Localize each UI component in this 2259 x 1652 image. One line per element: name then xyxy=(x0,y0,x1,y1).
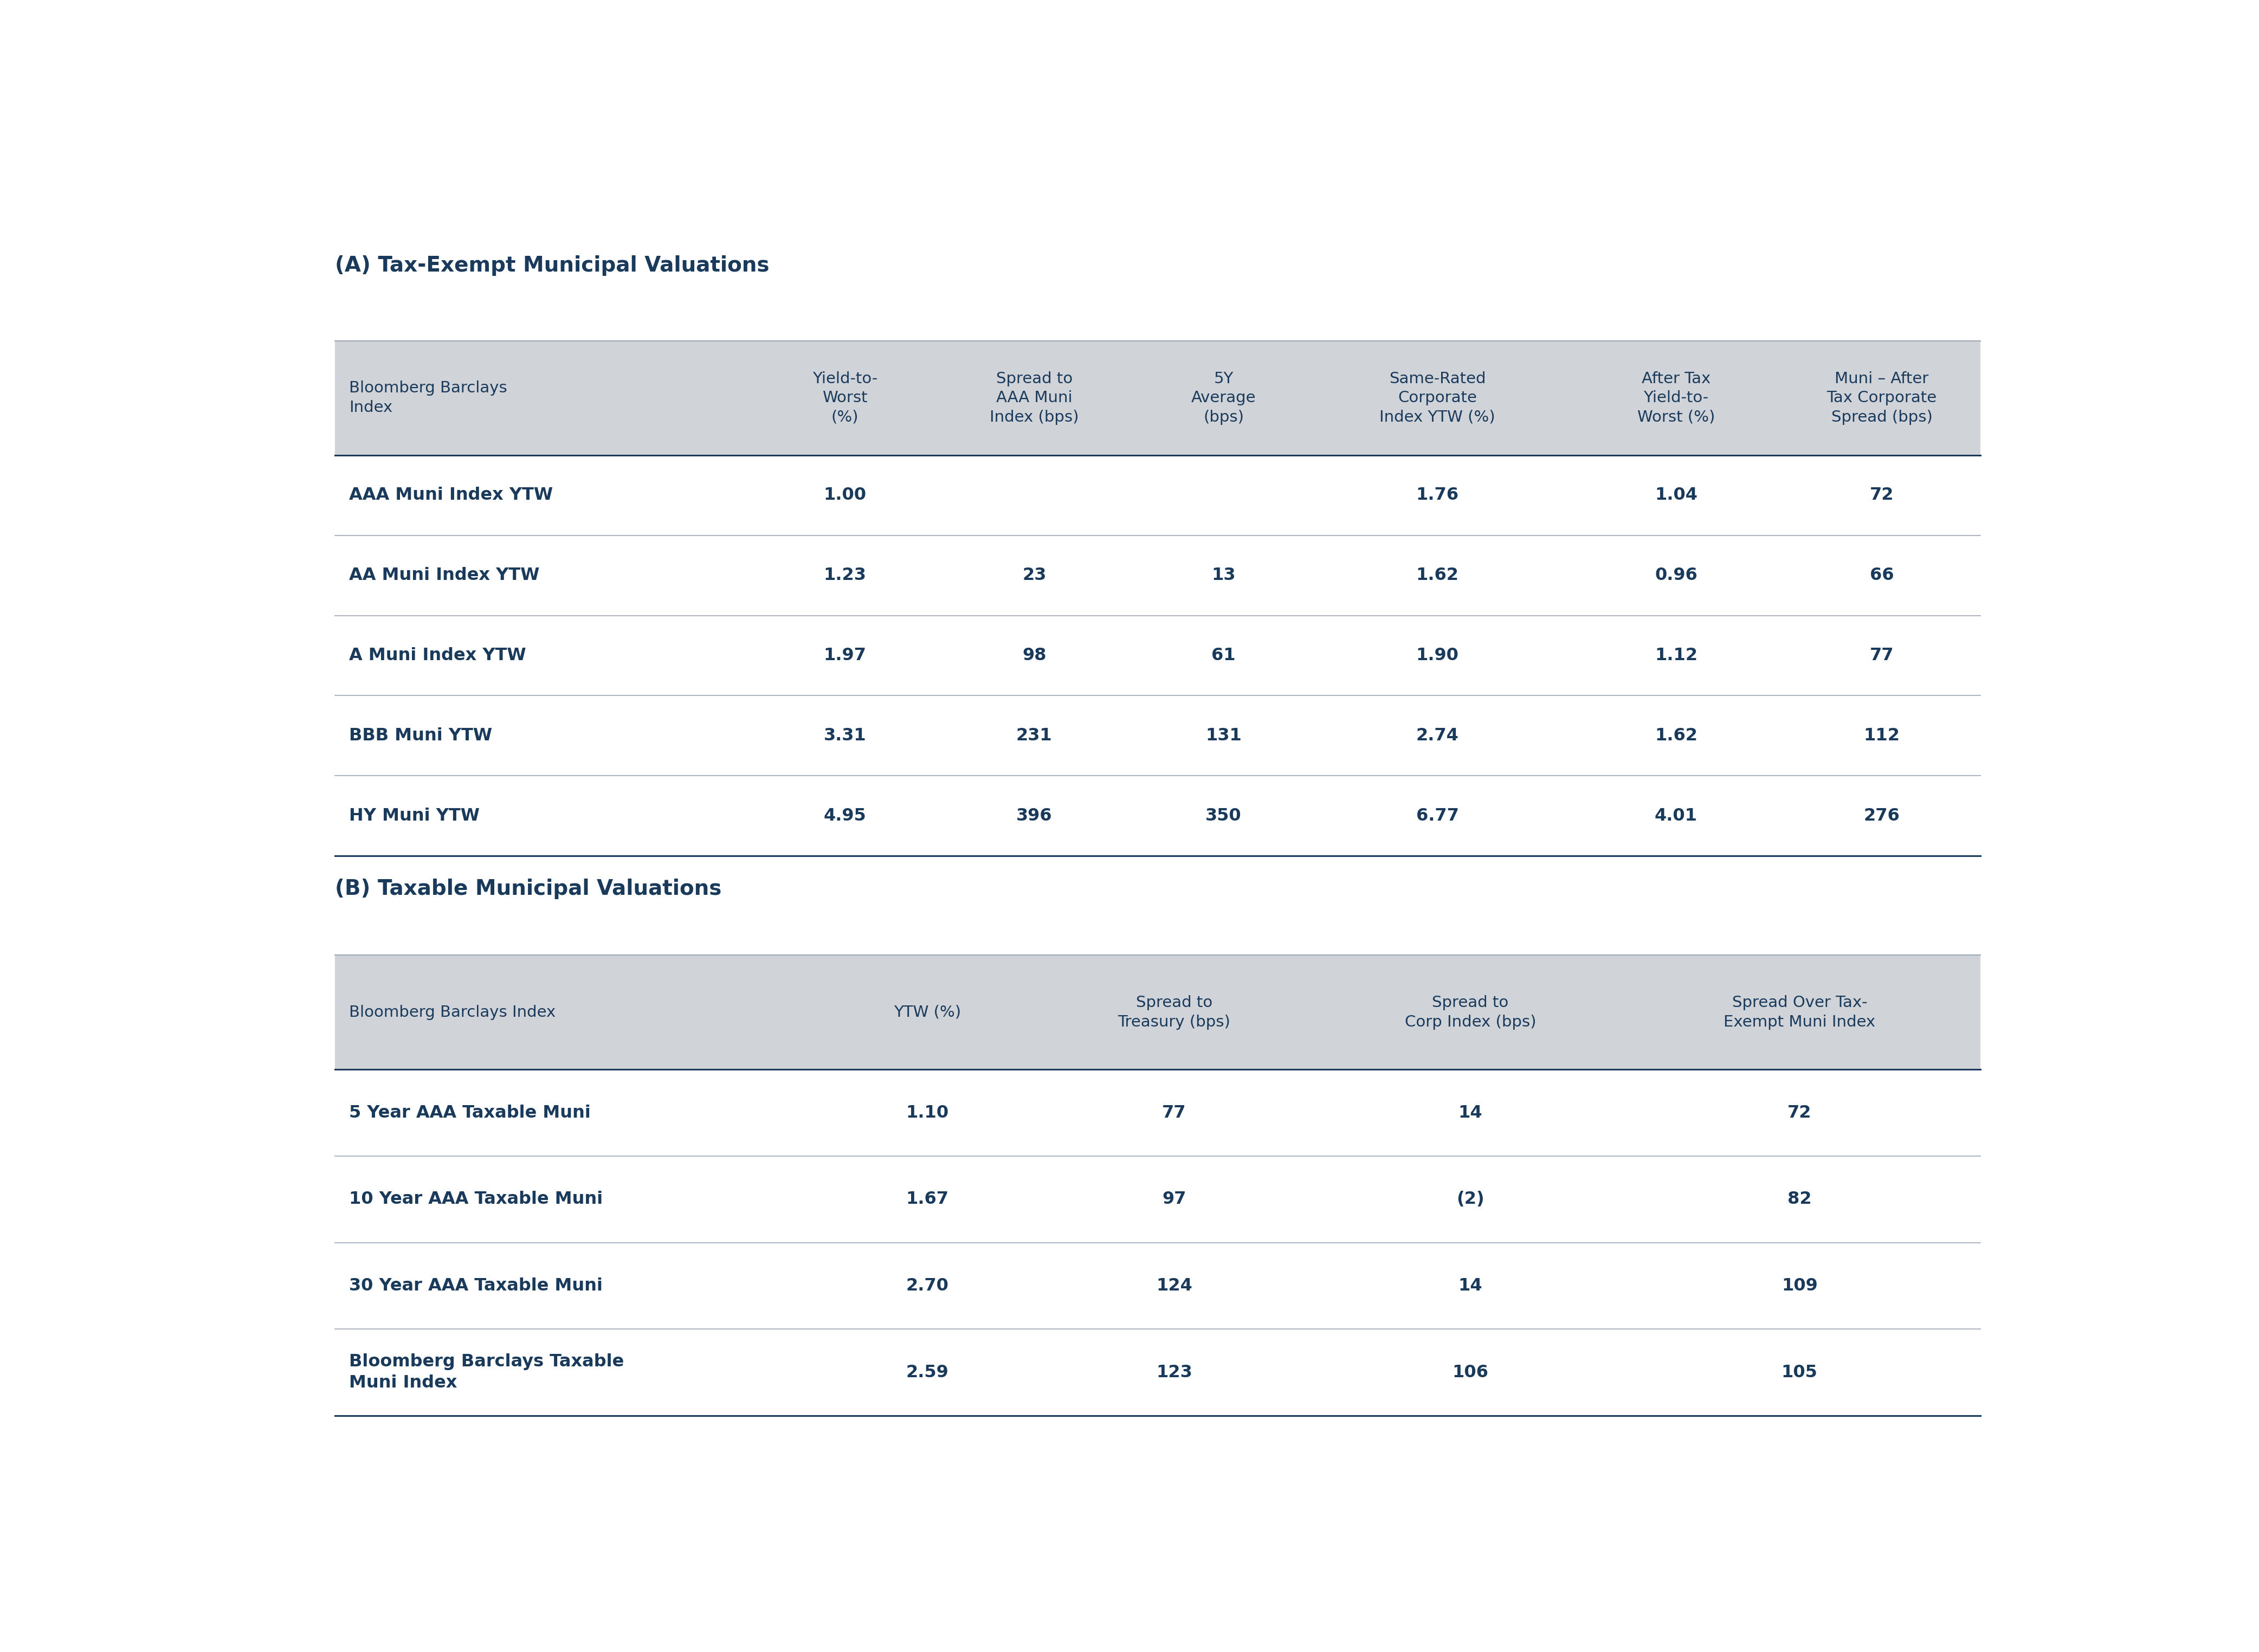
Text: YTW (%): YTW (%) xyxy=(895,1004,960,1019)
Text: 1.23: 1.23 xyxy=(825,567,867,583)
Text: BBB Muni YTW: BBB Muni YTW xyxy=(348,727,492,743)
Text: 105: 105 xyxy=(1782,1365,1818,1381)
Text: (2): (2) xyxy=(1457,1191,1484,1208)
Bar xyxy=(334,955,1981,1069)
Text: 106: 106 xyxy=(1453,1365,1489,1381)
Text: 109: 109 xyxy=(1782,1277,1818,1294)
Text: Same-Rated
Corporate
Index YTW (%): Same-Rated Corporate Index YTW (%) xyxy=(1380,372,1495,425)
Text: 14: 14 xyxy=(1459,1277,1482,1294)
Text: 13: 13 xyxy=(1211,567,1236,583)
Text: 2.74: 2.74 xyxy=(1416,727,1459,743)
Text: 123: 123 xyxy=(1157,1365,1193,1381)
Text: AA Muni Index YTW: AA Muni Index YTW xyxy=(348,567,540,583)
Text: HY Muni YTW: HY Muni YTW xyxy=(348,808,479,824)
Text: 2.59: 2.59 xyxy=(906,1365,949,1381)
Text: 276: 276 xyxy=(1864,808,1900,824)
Text: 5 Year AAA Taxable Muni: 5 Year AAA Taxable Muni xyxy=(348,1105,590,1122)
Text: 0.96: 0.96 xyxy=(1656,567,1697,583)
Text: AAA Muni Index YTW: AAA Muni Index YTW xyxy=(348,487,553,504)
Text: 4.01: 4.01 xyxy=(1656,808,1697,824)
Text: 61: 61 xyxy=(1211,648,1236,664)
Text: 23: 23 xyxy=(1023,567,1046,583)
Text: 97: 97 xyxy=(1161,1191,1186,1208)
Bar xyxy=(334,340,1981,456)
Text: Bloomberg Barclays Taxable
Muni Index: Bloomberg Barclays Taxable Muni Index xyxy=(348,1353,623,1391)
Text: After Tax
Yield-to-
Worst (%): After Tax Yield-to- Worst (%) xyxy=(1638,372,1715,425)
Text: 131: 131 xyxy=(1206,727,1242,743)
Text: 396: 396 xyxy=(1017,808,1053,824)
Text: Bloomberg Barclays Index: Bloomberg Barclays Index xyxy=(348,1004,556,1019)
Text: 82: 82 xyxy=(1787,1191,1812,1208)
Text: 30 Year AAA Taxable Muni: 30 Year AAA Taxable Muni xyxy=(348,1277,603,1294)
Text: Spread to
Treasury (bps): Spread to Treasury (bps) xyxy=(1118,995,1231,1029)
Text: Spread to
Corp Index (bps): Spread to Corp Index (bps) xyxy=(1405,995,1536,1029)
Text: 124: 124 xyxy=(1157,1277,1193,1294)
Text: Bloomberg Barclays
Index: Bloomberg Barclays Index xyxy=(348,380,506,415)
Text: 98: 98 xyxy=(1023,648,1046,664)
Text: 1.90: 1.90 xyxy=(1416,648,1459,664)
Text: 1.00: 1.00 xyxy=(825,487,867,504)
Text: Spread Over Tax-
Exempt Muni Index: Spread Over Tax- Exempt Muni Index xyxy=(1724,995,1875,1029)
Text: Spread to
AAA Muni
Index (bps): Spread to AAA Muni Index (bps) xyxy=(989,372,1080,425)
Text: A Muni Index YTW: A Muni Index YTW xyxy=(348,648,526,664)
Text: 1.10: 1.10 xyxy=(906,1105,949,1122)
Text: (A) Tax-Exempt Municipal Valuations: (A) Tax-Exempt Municipal Valuations xyxy=(334,256,770,276)
Text: 1.76: 1.76 xyxy=(1416,487,1459,504)
Text: 72: 72 xyxy=(1787,1105,1812,1122)
Text: 4.95: 4.95 xyxy=(825,808,867,824)
Text: Muni – After
Tax Corporate
Spread (bps): Muni – After Tax Corporate Spread (bps) xyxy=(1828,372,1936,425)
Text: 350: 350 xyxy=(1206,808,1242,824)
Text: 72: 72 xyxy=(1870,487,1893,504)
Text: 1.67: 1.67 xyxy=(906,1191,949,1208)
Text: 3.31: 3.31 xyxy=(825,727,867,743)
Text: 77: 77 xyxy=(1870,648,1893,664)
Text: 6.77: 6.77 xyxy=(1416,808,1459,824)
Text: 10 Year AAA Taxable Muni: 10 Year AAA Taxable Muni xyxy=(348,1191,603,1208)
Text: 112: 112 xyxy=(1864,727,1900,743)
Text: 14: 14 xyxy=(1459,1105,1482,1122)
Text: 1.12: 1.12 xyxy=(1654,648,1697,664)
Text: 5Y
Average
(bps): 5Y Average (bps) xyxy=(1190,372,1256,425)
Text: 1.62: 1.62 xyxy=(1656,727,1697,743)
Text: 2.70: 2.70 xyxy=(906,1277,949,1294)
Text: 1.04: 1.04 xyxy=(1656,487,1697,504)
Text: (B) Taxable Municipal Valuations: (B) Taxable Municipal Valuations xyxy=(334,879,721,899)
Text: 1.62: 1.62 xyxy=(1416,567,1459,583)
Text: 77: 77 xyxy=(1161,1105,1186,1122)
Text: 231: 231 xyxy=(1017,727,1053,743)
Text: 1.97: 1.97 xyxy=(825,648,867,664)
Text: Yield-to-
Worst
(%): Yield-to- Worst (%) xyxy=(813,372,876,425)
Text: 66: 66 xyxy=(1870,567,1893,583)
